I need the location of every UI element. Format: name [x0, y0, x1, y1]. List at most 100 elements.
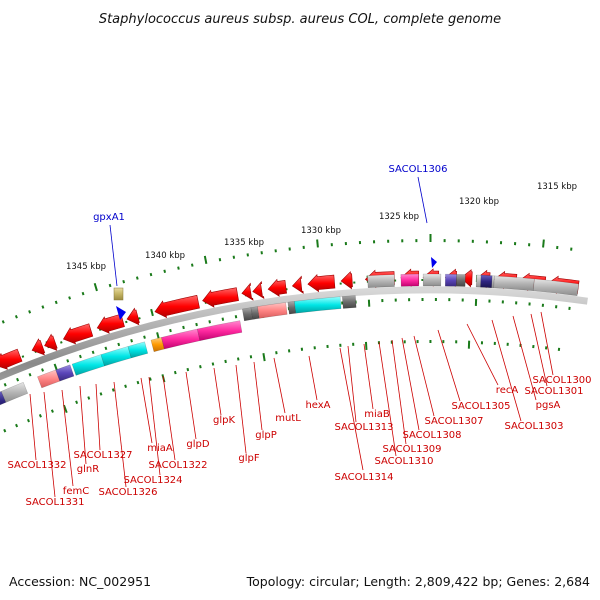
gene-leader — [148, 376, 161, 476]
gene-label-miaa: miaA — [147, 443, 173, 454]
gene-arrow — [96, 313, 125, 334]
top-leader — [109, 224, 118, 287]
gene-label-hexa: hexA — [305, 400, 330, 411]
gene-label-sacol1305: SACOL1305 — [451, 401, 510, 412]
gene-label-femc: femC — [63, 486, 89, 497]
gene-label-sacol1326: SACOL1326 — [98, 487, 157, 498]
inner-tick — [224, 359, 227, 364]
gene-leader — [273, 357, 286, 414]
backbone-inner-tick — [66, 359, 70, 363]
gene-leader — [391, 339, 407, 445]
gene-leader — [363, 343, 374, 410]
gene-label-sacol1322: SACOL1322 — [148, 460, 207, 471]
feature-track — [0, 273, 579, 406]
gene-label-mutl: mutL — [275, 413, 301, 424]
gene-arrow — [241, 282, 254, 301]
gene-leader — [308, 355, 318, 401]
top-leader — [417, 176, 428, 224]
scale-tick — [149, 272, 153, 277]
backbone-inner-tick — [117, 342, 121, 347]
gene-arrow — [267, 278, 287, 297]
scale-tick — [1, 320, 5, 324]
scale-tick — [68, 296, 72, 300]
gene-label-glnr: glnR — [77, 464, 99, 475]
feature-block — [422, 273, 442, 287]
topology-text: Topology: circular; Length: 2,809,422 bp… — [246, 574, 590, 589]
scale-tick — [190, 263, 194, 267]
gene-leader — [140, 377, 153, 444]
feature-block — [257, 302, 288, 319]
gene-leader — [253, 361, 263, 431]
gene-label-sacol1308: SACOL1308 — [402, 430, 461, 441]
gene-leader — [162, 375, 176, 461]
gene-label-glpp: glpP — [255, 430, 277, 441]
scale-label: 1340 kbp — [145, 251, 185, 261]
gene-arrow — [0, 348, 23, 370]
inner-tick — [236, 357, 240, 361]
scale-tick — [54, 300, 58, 305]
gene-leader — [530, 313, 548, 387]
gene-arrow — [340, 271, 353, 290]
inner-tick — [26, 418, 30, 423]
inner-tick — [148, 377, 152, 381]
gene-leader — [378, 341, 397, 457]
backbone-inner-tick — [169, 328, 172, 333]
gene-leader — [401, 337, 420, 431]
backbone-tick — [60, 341, 63, 344]
backbone-inner-tick — [130, 339, 133, 343]
backbone-tick — [150, 308, 154, 317]
gene-leader — [512, 315, 537, 401]
inner-tick — [111, 388, 115, 392]
scale-label: 1335 kbp — [224, 238, 264, 248]
gene-arrow — [44, 333, 58, 351]
gene-label-sacol1314: SACOL1314 — [334, 472, 393, 483]
gene-arrow — [126, 307, 140, 326]
backbone-inner-tick — [156, 332, 160, 340]
scale-tick — [232, 255, 236, 259]
feature-block — [287, 301, 297, 315]
inner-tick — [75, 400, 79, 404]
gpxa1-marker — [116, 306, 126, 320]
inner-tick — [249, 355, 253, 359]
scale-label: 1320 kbp — [459, 197, 499, 207]
gene-label-glpd: glpD — [186, 439, 209, 450]
feature-block — [444, 273, 457, 287]
feature-block — [150, 337, 165, 353]
gene-label-sacol1327: SACOL1327 — [73, 450, 132, 461]
backbone-inner-tick — [78, 354, 82, 359]
scale-tick — [203, 255, 208, 264]
gene-label-pgsa: pgsA — [536, 400, 561, 411]
gene-arrow — [252, 280, 265, 300]
feature-block — [493, 275, 535, 292]
outer-scale-ticks — [1, 233, 573, 324]
inner-tick — [262, 353, 266, 362]
inner-tick — [87, 396, 91, 400]
scale-tick — [135, 276, 139, 280]
sacol1306-marker — [431, 257, 437, 268]
inner-tick — [173, 370, 177, 375]
gene-arrow — [291, 275, 304, 294]
backbone-inner-tick — [16, 377, 20, 382]
feature-block — [127, 341, 149, 359]
feature-block — [480, 274, 493, 288]
feature-block — [456, 274, 466, 287]
feature-block — [197, 320, 243, 342]
gene-leader — [79, 385, 87, 465]
feature-block — [400, 273, 420, 287]
gene-label-sacol1300: SACOL1300 — [532, 375, 591, 386]
scale-label: 1325 kbp — [379, 212, 419, 222]
scale-tick — [28, 310, 32, 314]
gene-arrow — [154, 294, 200, 319]
gene-leader — [185, 371, 197, 440]
gene-label-reca: recA — [496, 385, 519, 396]
feature-block — [55, 364, 75, 382]
feature-block — [367, 274, 395, 288]
gene-label-glpf: glpF — [238, 453, 259, 464]
inner-tick — [136, 380, 140, 385]
inner-tick — [199, 365, 202, 369]
gene-leader — [347, 345, 357, 423]
gene-leader — [95, 383, 101, 451]
inner-tick — [38, 414, 42, 418]
